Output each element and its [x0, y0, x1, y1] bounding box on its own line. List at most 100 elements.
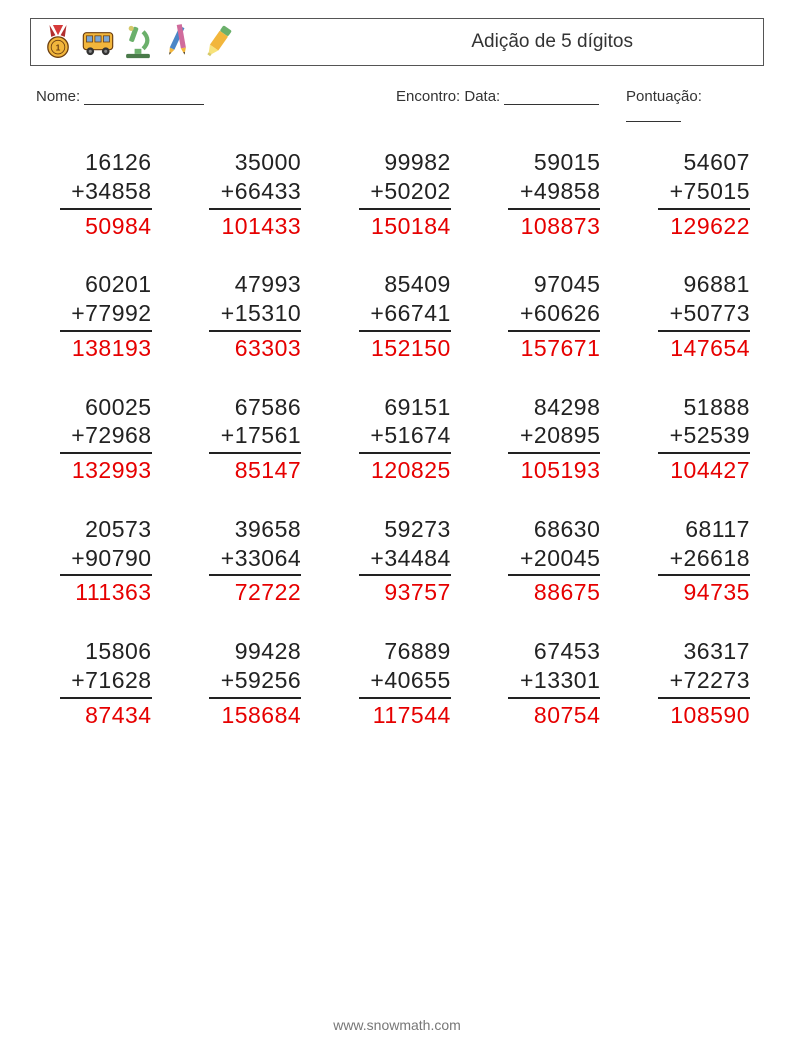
rule-line: [60, 208, 152, 210]
operand-2: +50202: [370, 177, 450, 206]
addition-problem: 39658+33064 72722: [184, 515, 312, 607]
answer: 111363: [75, 578, 151, 607]
operand-2: +15310: [221, 299, 301, 328]
microscope-icon: [121, 23, 155, 61]
operand-1: 16126: [85, 148, 151, 177]
addition-problem: 16126+34858 50984: [34, 148, 162, 240]
answer: 108590: [670, 701, 750, 730]
operand-1: 59273: [384, 515, 450, 544]
rule-line: [658, 208, 750, 210]
rule-line: [658, 697, 750, 699]
answer: 94735: [684, 578, 750, 607]
addition-problem: 69151+51674120825: [333, 393, 461, 485]
operand-1: 47993: [235, 270, 301, 299]
addition-problem: 36317+72273108590: [632, 637, 760, 729]
operand-2: +72968: [71, 421, 151, 450]
rule-line: [60, 697, 152, 699]
operand-2: +60626: [520, 299, 600, 328]
operand-2: +33064: [221, 544, 301, 573]
rule-line: [658, 574, 750, 576]
rule-line: [209, 208, 301, 210]
name-blank[interactable]: [84, 91, 204, 105]
name-label: Nome:: [36, 88, 80, 105]
addition-problem: 76889+40655 117544: [333, 637, 461, 729]
operand-2: +77992: [71, 299, 151, 328]
addition-problem: 20573+90790111363: [34, 515, 162, 607]
date-blank[interactable]: [504, 91, 599, 105]
pencils-icon: [161, 23, 195, 61]
answer: 157671: [521, 334, 601, 363]
worksheet-title: Adição de 5 dígitos: [471, 31, 753, 53]
answer: 50984: [85, 212, 151, 241]
answer: 138193: [72, 334, 152, 363]
operand-2: +20045: [520, 544, 600, 573]
operand-1: 68630: [534, 515, 600, 544]
operand-1: 51888: [684, 393, 750, 422]
operand-2: +40655: [370, 666, 450, 695]
answer: 152150: [371, 334, 451, 363]
operand-2: +66741: [370, 299, 450, 328]
operand-2: +59256: [221, 666, 301, 695]
rule-line: [508, 574, 600, 576]
addition-problem: 54607+75015129622: [632, 148, 760, 240]
worksheet-header: 1: [30, 18, 764, 66]
operand-1: 35000: [235, 148, 301, 177]
operand-1: 67586: [235, 393, 301, 422]
icon-strip: 1: [41, 23, 235, 61]
addition-problem: 68117+2661894735: [632, 515, 760, 607]
problem-grid: 16126+348585098435000+6643310143399982+5…: [30, 148, 764, 729]
operand-2: +20895: [520, 421, 600, 450]
rule-line: [359, 208, 451, 210]
rule-line: [359, 697, 451, 699]
addition-problem: 68630+20045 88675: [483, 515, 611, 607]
rule-line: [508, 330, 600, 332]
score-blank[interactable]: [626, 108, 681, 122]
addition-problem: 97045+60626157671: [483, 270, 611, 362]
rule-line: [508, 697, 600, 699]
rule-line: [359, 330, 451, 332]
operand-1: 39658: [235, 515, 301, 544]
addition-problem: 47993+1531063303: [184, 270, 312, 362]
footer-url: www.snowmath.com: [0, 1017, 794, 1033]
answer: 147654: [670, 334, 750, 363]
addition-problem: 99428+59256158684: [184, 637, 312, 729]
operand-1: 20573: [85, 515, 151, 544]
answer: 108873: [521, 212, 601, 241]
rule-line: [359, 574, 451, 576]
answer: 101433: [221, 212, 301, 241]
rule-line: [209, 574, 301, 576]
operand-1: 85409: [384, 270, 450, 299]
operand-1: 69151: [384, 393, 450, 422]
operand-1: 60201: [85, 270, 151, 299]
answer: 117544: [373, 701, 451, 730]
answer: 80754: [534, 701, 600, 730]
operand-1: 67453: [534, 637, 600, 666]
operand-2: +34858: [71, 177, 151, 206]
answer: 129622: [670, 212, 750, 241]
operand-2: +52539: [670, 421, 750, 450]
rule-line: [359, 452, 451, 454]
answer: 104427: [670, 456, 750, 485]
answer: 150184: [371, 212, 451, 241]
answer: 72722: [235, 578, 301, 607]
operand-1: 99428: [235, 637, 301, 666]
answer: 88675: [534, 578, 600, 607]
operand-2: +72273: [670, 666, 750, 695]
operand-2: +49858: [520, 177, 600, 206]
operand-1: 76889: [384, 637, 450, 666]
rule-line: [658, 330, 750, 332]
answer: 87434: [85, 701, 151, 730]
addition-problem: 51888+52539 104427: [632, 393, 760, 485]
addition-problem: 59015+49858108873: [483, 148, 611, 240]
operand-2: +34484: [370, 544, 450, 573]
addition-problem: 99982+50202150184: [333, 148, 461, 240]
operand-1: 15806: [85, 637, 151, 666]
operand-2: +66433: [221, 177, 301, 206]
addition-problem: 35000+66433 101433: [184, 148, 312, 240]
addition-problem: 84298+20895105193: [483, 393, 611, 485]
school-bus-icon: [81, 23, 115, 61]
rule-line: [209, 330, 301, 332]
operand-2: +75015: [670, 177, 750, 206]
addition-problem: 96881+50773147654: [632, 270, 760, 362]
medal-icon: 1: [41, 23, 75, 61]
